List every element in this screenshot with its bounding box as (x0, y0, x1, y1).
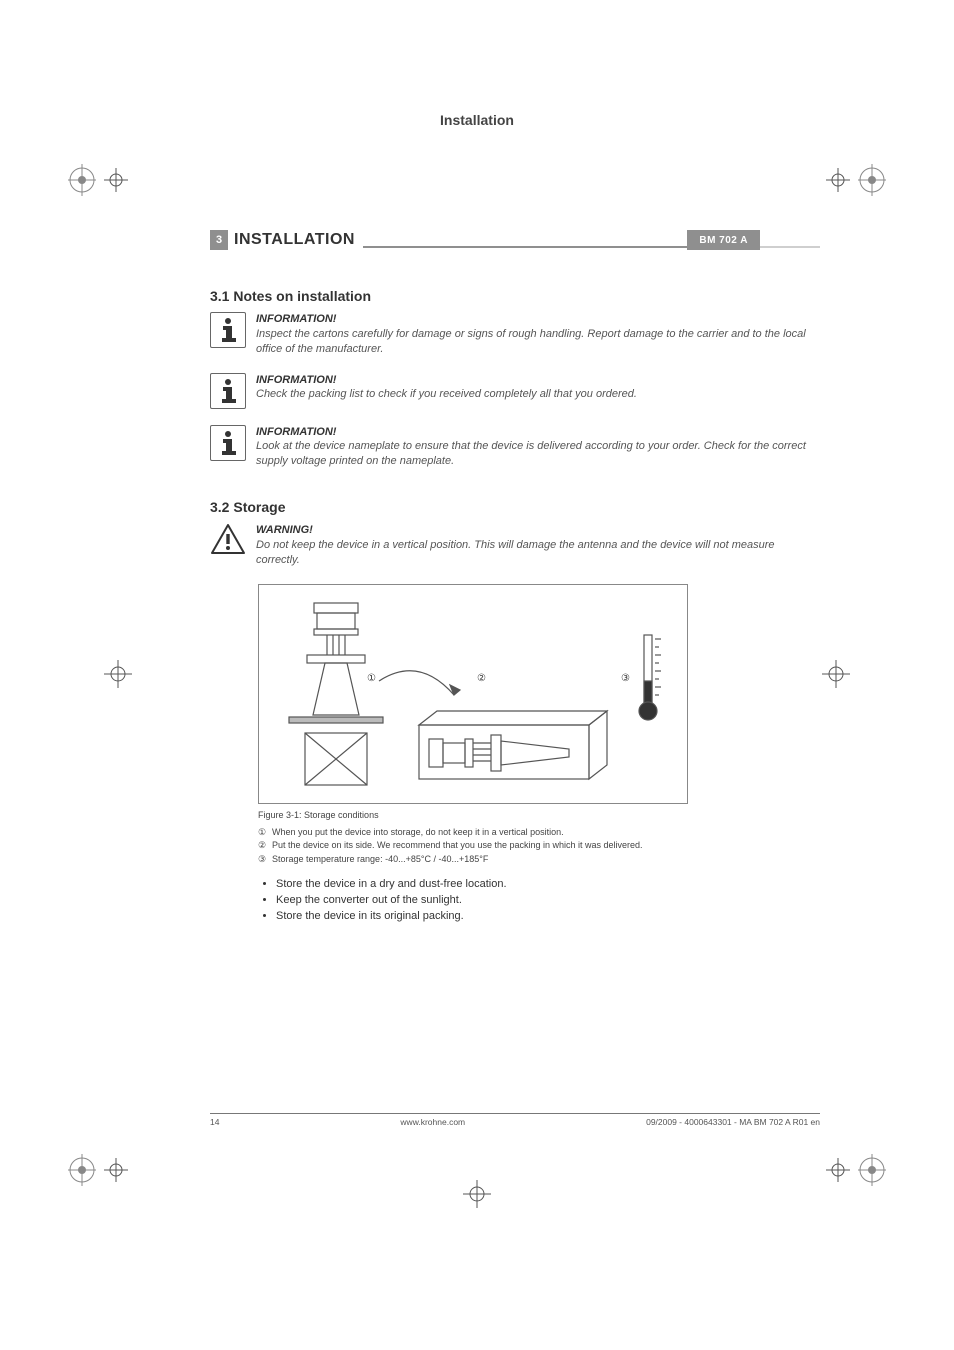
section-rule (363, 230, 687, 248)
figure-legend: ① When you put the device into storage, … (258, 826, 820, 867)
note-heading: INFORMATION! (256, 373, 820, 388)
note-text: INFORMATION! Check the packing list to c… (256, 373, 820, 403)
section-rule-tail (760, 230, 820, 248)
section-number: 3 (210, 230, 228, 250)
content-column: 3 INSTALLATION BM 702 A 3.1 Notes on ins… (210, 230, 820, 926)
section-title: INSTALLATION (228, 230, 355, 250)
cropmark-mid-right (822, 660, 850, 688)
section-header-bar: 3 INSTALLATION BM 702 A (210, 230, 820, 250)
bullet-item: Store the device in a dry and dust-free … (276, 878, 820, 890)
note-body: Look at the device nameplate to ensure t… (256, 439, 820, 469)
note-heading: INFORMATION! (256, 312, 820, 327)
cropmark-top-left (68, 150, 128, 210)
legend-num: ③ (258, 853, 272, 867)
info-icon (210, 373, 246, 409)
info-note: INFORMATION! Look at the device nameplat… (210, 425, 820, 470)
figure-caption: Figure 3-1: Storage conditions (258, 810, 820, 820)
warning-note: WARNING! Do not keep the device in a ver… (210, 523, 820, 568)
bullet-item: Store the device in its original packing… (276, 910, 820, 922)
page-number: 14 (210, 1117, 219, 1127)
note-text: INFORMATION! Inspect the cartons careful… (256, 312, 820, 357)
warning-icon (210, 523, 246, 555)
legend-item: ② Put the device on its side. We recomme… (258, 839, 820, 853)
legend-item: ① When you put the device into storage, … (258, 826, 820, 840)
cropmark-bottom-center (463, 1180, 491, 1208)
legend-text: Storage temperature range: -40...+85°C /… (272, 853, 488, 867)
running-title: Installation (0, 112, 954, 128)
note-text: INFORMATION! Look at the device nameplat… (256, 425, 820, 470)
subheading-3-1: 3.1 Notes on installation (210, 288, 820, 304)
cropmark-top-right (826, 150, 886, 210)
note-body: Check the packing list to check if you r… (256, 387, 820, 402)
page-footer: 14 www.krohne.com 09/2009 - 4000643301 -… (210, 1113, 820, 1127)
legend-item: ③ Storage temperature range: -40...+85°C… (258, 853, 820, 867)
legend-num: ① (258, 826, 272, 840)
note-body: Do not keep the device in a vertical pos… (256, 538, 820, 568)
cropmark-bottom-right (826, 1140, 886, 1200)
subheading-3-2: 3.2 Storage (210, 499, 820, 515)
callout-3: ③ (621, 673, 630, 684)
figure-3-1: ① ② ③ (258, 584, 688, 804)
legend-text: Put the device on its side. We recommend… (272, 839, 643, 853)
info-note: INFORMATION! Inspect the cartons careful… (210, 312, 820, 357)
page: Installation 3 INSTALLATION BM 702 A 3.1… (0, 0, 954, 1350)
bullet-list: Store the device in a dry and dust-free … (276, 878, 820, 922)
info-note: INFORMATION! Check the packing list to c… (210, 373, 820, 409)
note-body: Inspect the cartons carefully for damage… (256, 327, 820, 357)
legend-text: When you put the device into storage, do… (272, 826, 564, 840)
section-tag: BM 702 A (687, 230, 760, 250)
footer-center: www.krohne.com (400, 1117, 465, 1127)
note-heading: WARNING! (256, 523, 820, 538)
footer-right: 09/2009 - 4000643301 - MA BM 702 A R01 e… (646, 1117, 820, 1127)
callout-2: ② (477, 673, 486, 684)
legend-num: ② (258, 839, 272, 853)
callout-1: ① (367, 673, 376, 684)
note-text: WARNING! Do not keep the device in a ver… (256, 523, 820, 568)
cropmark-mid-left (104, 660, 132, 688)
note-heading: INFORMATION! (256, 425, 820, 440)
bullet-item: Keep the converter out of the sunlight. (276, 894, 820, 906)
cropmark-bottom-left (68, 1140, 128, 1200)
info-icon (210, 312, 246, 348)
info-icon (210, 425, 246, 461)
